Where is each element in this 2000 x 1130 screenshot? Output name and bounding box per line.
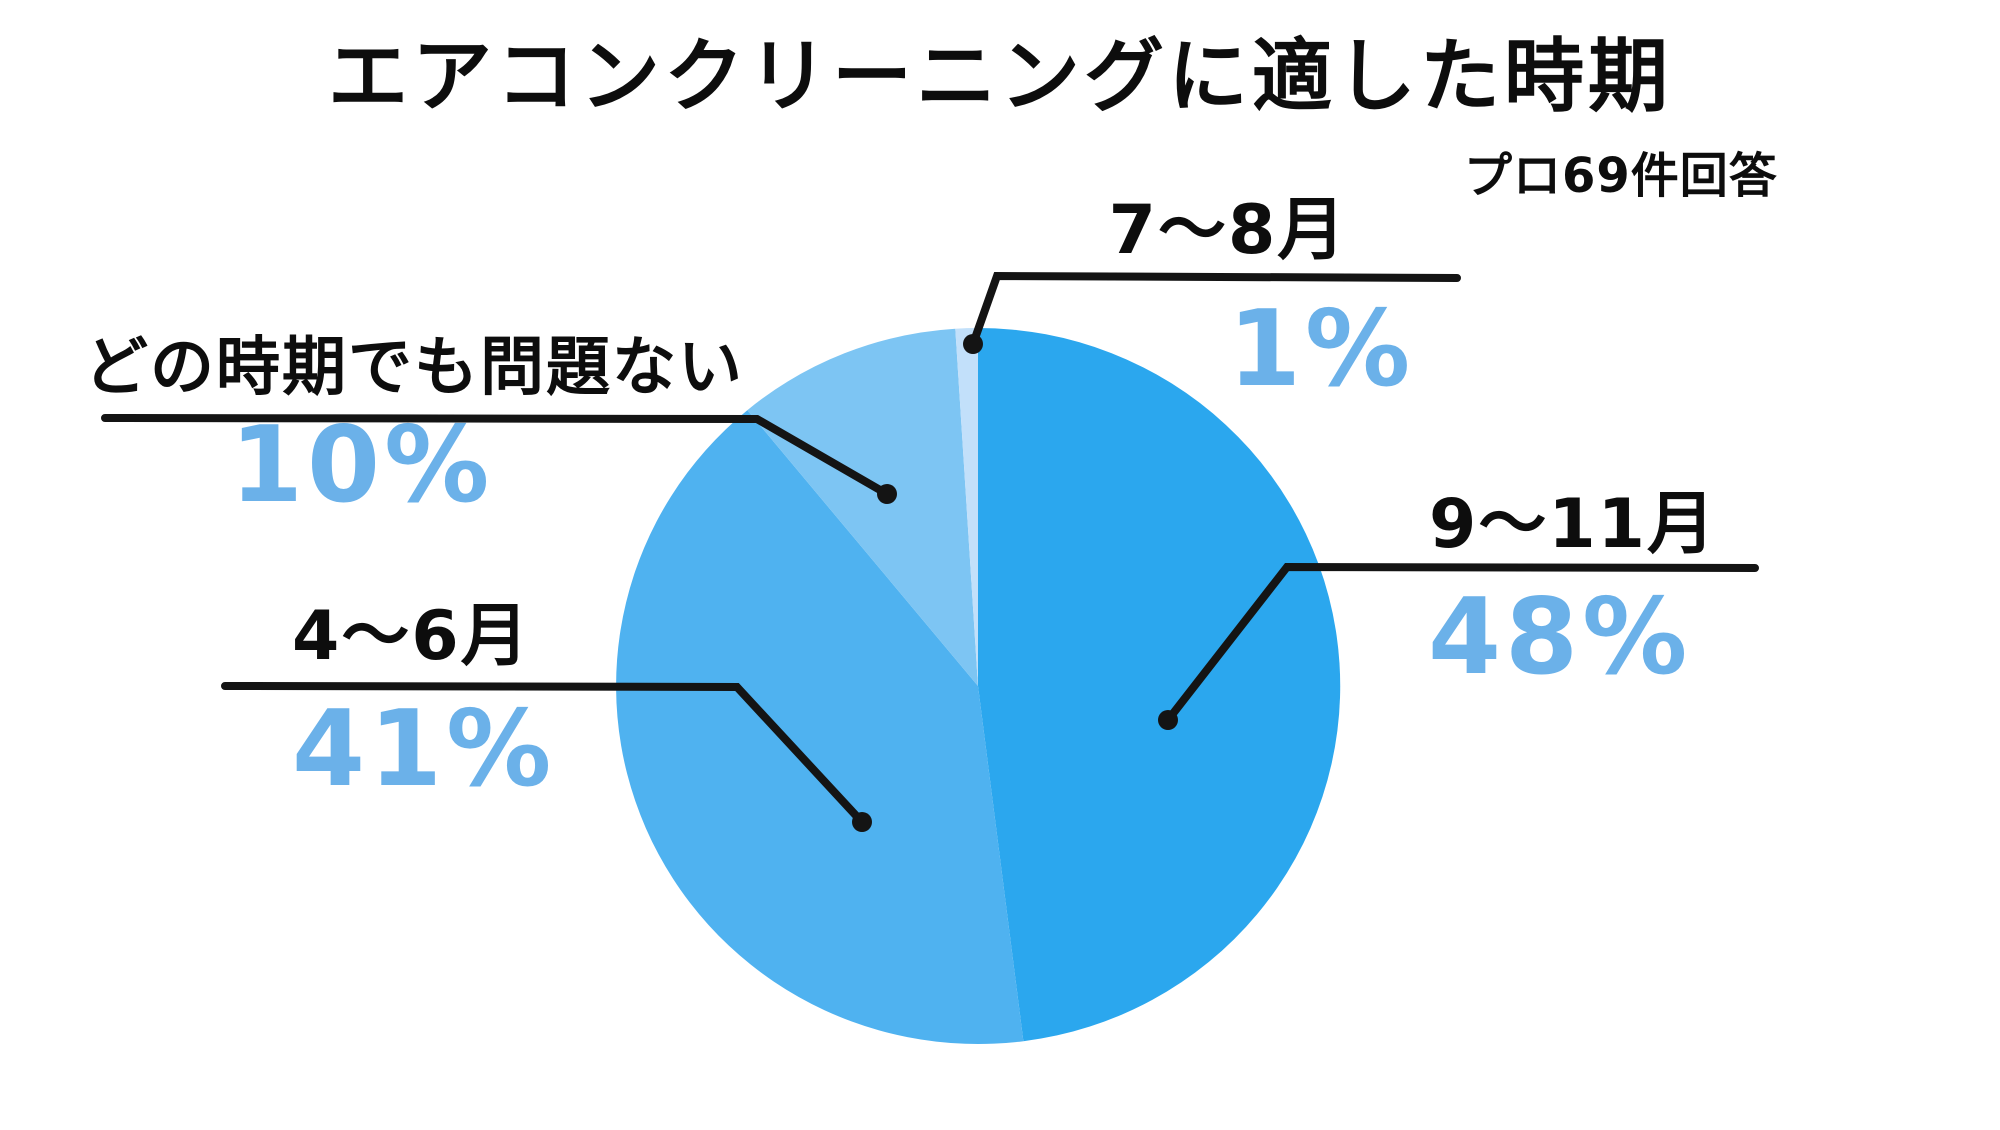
slice-label-any-time: どの時期でも問題ない [84, 331, 744, 405]
slice-value-any-time: 10% [230, 404, 494, 526]
leader-dot-9-11 [1158, 710, 1178, 730]
leader-line-9-11 [1164, 562, 1759, 724]
leader-line-7-8 [969, 271, 1461, 348]
slice-label-9-11: 9〜11月 [1429, 485, 1717, 564]
chart-title: エアコンクリーニングに適した時期 [328, 30, 1672, 123]
leader-dot-4-6 [852, 812, 872, 832]
callout-7-8 [963, 271, 1461, 354]
callout-4-6 [221, 682, 872, 832]
slice-value-7-8: 1% [1228, 288, 1415, 410]
callout-any-time [101, 414, 897, 504]
pie-slice-2 [747, 328, 978, 686]
callout-9-11 [1158, 562, 1759, 730]
leader-line-4-6 [221, 682, 866, 826]
slice-label-7-8: 7〜8月 [1108, 191, 1348, 270]
leader-line-any-time [101, 414, 891, 498]
pie-slices [616, 327, 1341, 1045]
pie-slice-3 [955, 328, 978, 686]
leader-dot-any-time [877, 484, 897, 504]
slice-value-4-6: 41% [292, 688, 556, 810]
pie-slice-1 [616, 410, 1024, 1045]
slice-label-4-6: 4〜6月 [292, 597, 531, 676]
pie-slice-0 [978, 327, 1341, 1042]
leader-dot-7-8 [963, 334, 983, 354]
slice-value-9-11: 48% [1428, 576, 1692, 698]
respondent-count-note: プロ69件回答 [1464, 148, 1778, 204]
